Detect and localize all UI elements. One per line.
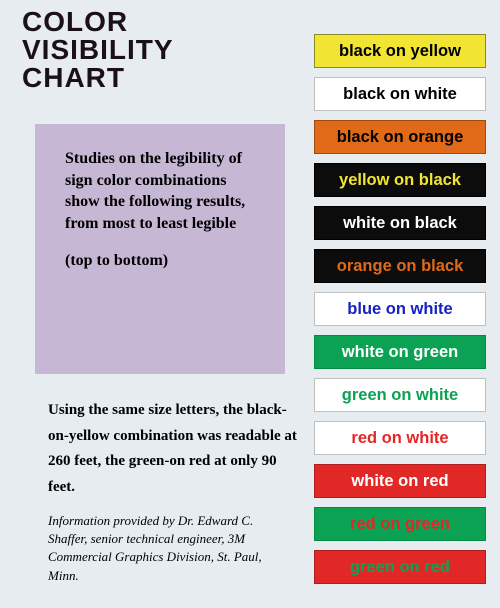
- color-swatch: blue on white: [314, 292, 486, 326]
- color-swatch: black on yellow: [314, 34, 486, 68]
- title-line: VISIBILITY: [22, 36, 174, 64]
- color-swatch: yellow on black: [314, 163, 486, 197]
- intro-subtext: (top to bottom): [65, 252, 263, 270]
- swatch-column: black on yellow black on white black on or…: [314, 34, 486, 593]
- intro-text: Studies on the legibility of sign color …: [65, 148, 263, 234]
- color-swatch: green on red: [314, 550, 486, 584]
- color-swatch: black on orange: [314, 120, 486, 154]
- title-line: COLOR: [22, 8, 174, 36]
- color-swatch: green on white: [314, 378, 486, 412]
- color-swatch: white on green: [314, 335, 486, 369]
- intro-box: Studies on the legibility of sign color …: [35, 124, 285, 374]
- color-swatch: white on red: [314, 464, 486, 498]
- chart-title: COLOR VISIBILITY CHART: [22, 8, 174, 92]
- color-swatch: black on white: [314, 77, 486, 111]
- title-line: CHART: [22, 64, 174, 92]
- color-swatch: red on white: [314, 421, 486, 455]
- color-swatch: white on black: [314, 206, 486, 240]
- page: COLOR VISIBILITY CHART Studies on the le…: [0, 0, 500, 608]
- credit-text: Information provided by Dr. Edward C. Sh…: [48, 512, 288, 585]
- color-swatch: orange on black: [314, 249, 486, 283]
- footnote-text: Using the same size letters, the black-o…: [48, 398, 298, 500]
- color-swatch: red on green: [314, 507, 486, 541]
